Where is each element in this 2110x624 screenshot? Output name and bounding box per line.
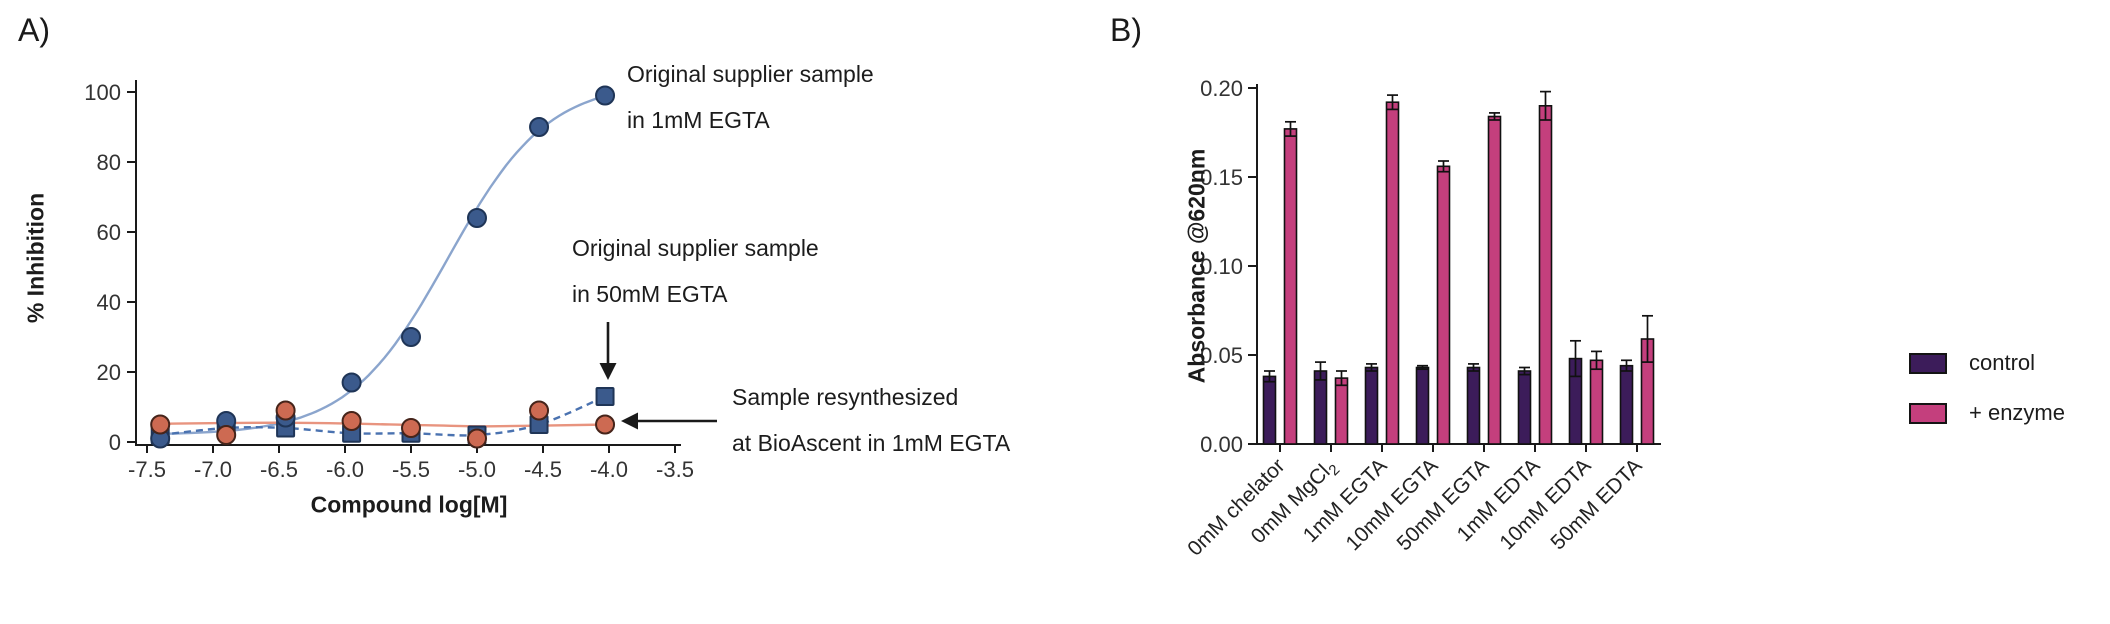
annotation-text-line: at BioAscent in 1mM EGTA: [732, 430, 1011, 456]
data-point-circle: [341, 372, 362, 393]
data-point-circle: [341, 411, 362, 431]
y-tick-label: 0.00: [1200, 432, 1243, 457]
data-point-circle: [401, 327, 421, 347]
bar-series-control: [1262, 339, 1634, 445]
data-point-circle: [467, 428, 487, 449]
panel-a-y-axis-title: % Inhibition: [22, 192, 49, 324]
annotation-text-line: Sample resynthesized: [732, 384, 959, 410]
x-tick-label: -4.0: [590, 457, 628, 482]
data-point-circle: [529, 400, 550, 421]
series-markers-sample-resynthesized-at-bioascent-in-1mm-egta: [150, 400, 616, 449]
y-tick-label: 40: [97, 290, 121, 315]
panel-a-x-axis-title: Compound log[M]: [310, 491, 508, 518]
bar-control-1: [1313, 370, 1328, 445]
bar-series-enzyme: [1283, 90, 1655, 445]
bar-enzyme-6: [1589, 359, 1604, 445]
data-point-circle: [467, 208, 487, 228]
data-point-circle: [216, 425, 237, 445]
bar-enzyme-4: [1487, 115, 1502, 445]
bar-enzyme-3: [1436, 165, 1451, 445]
annotation-supplier-50mM-EGTA: Original supplier sample in 50mM EGTA: [572, 225, 819, 317]
data-point-circle: [150, 414, 171, 435]
panel-a: 0 20 40 60 80 100 -7.5 -7.0 -6.5 -6.0 -5.5 -5.0 -4.5…: [84, 80, 717, 482]
annotation-text-line: in 1mM EGTA: [627, 107, 770, 133]
bar-enzyme-0: [1283, 128, 1298, 445]
x-tick-label: -6.0: [326, 457, 364, 482]
bar-enzyme-5: [1538, 105, 1553, 445]
data-point-circle: [529, 117, 550, 137]
x-tick-label: -3.5: [656, 457, 694, 482]
panel-a-axes: [135, 80, 681, 446]
x-tick-label: -5.0: [458, 457, 496, 482]
data-point-circle: [275, 400, 296, 421]
panel-b-y-axis-title: Absorbance @620nm: [1183, 148, 1210, 384]
bar-control-3: [1415, 366, 1430, 445]
y-tick-label: 0.15: [1200, 165, 1243, 190]
bar-control-2: [1364, 366, 1379, 445]
y-tick-label: 0.20: [1200, 76, 1243, 101]
legend-item-control: control: [1909, 350, 2035, 376]
y-tick-label: 0: [109, 430, 121, 455]
x-tick-label: -5.5: [392, 457, 430, 482]
y-tick-label: 100: [84, 80, 121, 105]
legend-swatch-enzyme: [1909, 402, 1947, 424]
bar-control-5: [1517, 370, 1532, 445]
y-tick-label: 0.10: [1200, 254, 1243, 279]
bar-enzyme-1: [1334, 377, 1349, 445]
bar-enzyme-2: [1385, 101, 1400, 445]
data-point-circle: [595, 85, 616, 106]
y-tick-label: 0.05: [1200, 343, 1243, 368]
annotation-arrowhead: [599, 363, 617, 380]
legend-item-enzyme: + enzyme: [1909, 400, 2065, 426]
annotation-text-line: Original supplier sample: [572, 235, 819, 261]
legend-label-control: control: [1969, 350, 2036, 375]
bar-control-7: [1619, 364, 1634, 445]
legend-swatch-control: [1909, 352, 1947, 374]
annotation-supplier-1mM-EGTA: Original supplier sample in 1mM EGTA: [627, 51, 874, 143]
x-tick-label: -7.0: [194, 457, 232, 482]
data-point-square: [595, 387, 615, 406]
x-tick-label: -7.5: [128, 457, 166, 482]
x-tick-label: -6.5: [260, 457, 298, 482]
x-tick-label: -4.5: [524, 457, 562, 482]
panel-b-label: B): [1110, 12, 1142, 48]
annotation-text-line: Original supplier sample: [627, 61, 874, 87]
y-tick-label: 60: [97, 220, 121, 245]
y-tick-label: 80: [97, 150, 121, 175]
annotation-resynthesized-bioascent: Sample resynthesized at BioAscent in 1mM…: [732, 374, 1010, 466]
data-point-circle: [595, 414, 616, 435]
data-point-circle: [401, 418, 421, 438]
annotation-text-line: in 50mM EGTA: [572, 281, 728, 307]
bar-control-4: [1466, 366, 1481, 445]
annotation-arrowhead: [621, 412, 638, 430]
panel-a-label: A): [18, 12, 50, 48]
y-tick-label: 20: [97, 360, 121, 385]
legend-label-enzyme: + enzyme: [1969, 400, 2065, 425]
bar-control-0: [1262, 375, 1277, 445]
